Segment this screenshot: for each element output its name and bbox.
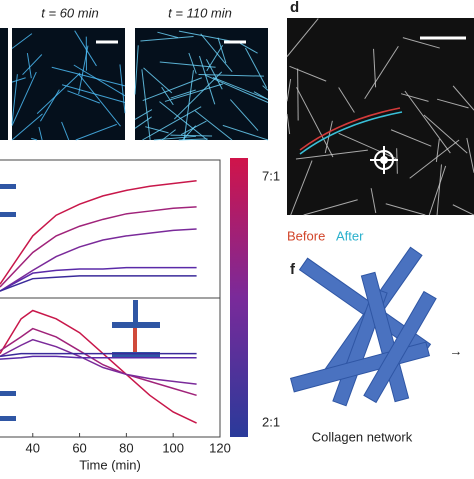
colorbar bbox=[230, 158, 248, 437]
series-line bbox=[0, 311, 197, 424]
image-label: t = 110 min bbox=[168, 5, 232, 20]
panel-label: f bbox=[290, 261, 296, 278]
series-line bbox=[0, 229, 197, 291]
x-tick-label: 60 bbox=[72, 440, 86, 455]
x-tick-label: 120 bbox=[209, 440, 231, 455]
colorbar-label: 2:1 bbox=[262, 414, 280, 429]
fiber bbox=[298, 69, 299, 121]
series-line bbox=[0, 329, 197, 396]
x-tick-label: 40 bbox=[26, 440, 40, 455]
panel-label: d bbox=[290, 0, 299, 16]
legend-after: After bbox=[336, 228, 364, 243]
schematic bbox=[0, 184, 160, 421]
series-line bbox=[0, 354, 197, 357]
series-line bbox=[0, 276, 197, 291]
caption: Collagen network bbox=[312, 429, 413, 444]
x-tick-label: 100 bbox=[162, 440, 184, 455]
legend-before: Before bbox=[287, 228, 325, 243]
x-tick-label: 80 bbox=[119, 440, 133, 455]
colorbar-label: 7:1 bbox=[262, 168, 280, 183]
series-line bbox=[0, 356, 197, 359]
x-axis-label: Time (min) bbox=[79, 457, 141, 472]
image-label: t = 60 min bbox=[41, 5, 98, 20]
collagen-network bbox=[291, 247, 436, 405]
arrow: → bbox=[450, 343, 463, 358]
